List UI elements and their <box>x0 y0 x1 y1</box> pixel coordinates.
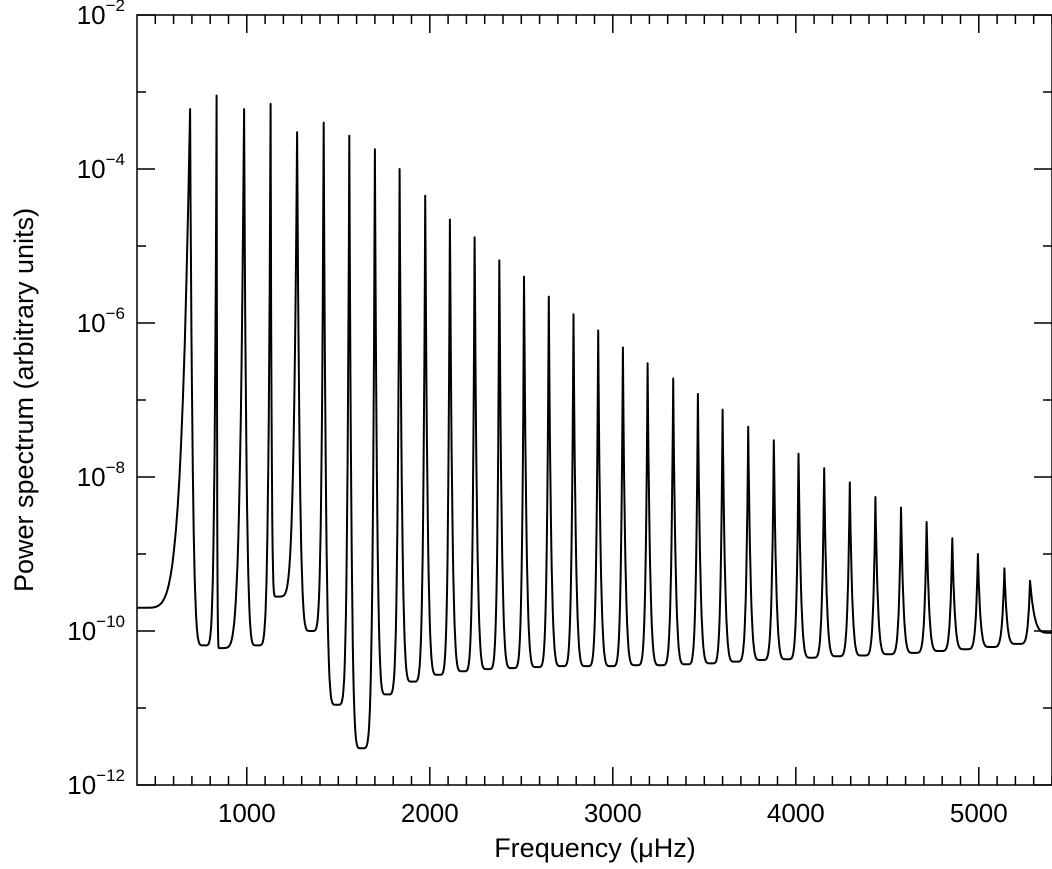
x-tick-label: 2000 <box>401 798 459 828</box>
svg-text:10−6: 10−6 <box>77 304 125 338</box>
svg-text:10−12: 10−12 <box>67 766 125 800</box>
y-axis-title: Power spectrum (arbitrary units) <box>9 208 39 592</box>
y-tick-label: 10−6 <box>77 304 125 338</box>
svg-text:10−4: 10−4 <box>77 150 125 184</box>
x-axis-title: Frequency (μHz) <box>494 833 696 863</box>
y-tick-label: 10−12 <box>67 766 125 800</box>
axis-ticks <box>137 14 1052 786</box>
y-tick-labels: 10−2 10−4 10−6 10−8 10−10 10−12 <box>67 0 125 800</box>
y-tick-label: 10−2 <box>77 0 125 30</box>
plot-frame <box>136 14 1052 786</box>
svg-text:10−2: 10−2 <box>77 0 125 30</box>
x-tick-labels: 1000 2000 3000 4000 5000 <box>218 798 1008 828</box>
y-tick-label: 10−8 <box>77 458 125 492</box>
svg-text:10−8: 10−8 <box>77 458 125 492</box>
x-tick-label: 3000 <box>584 798 642 828</box>
y-tick-label: 10−4 <box>77 150 125 184</box>
spectrum-line <box>137 94 1052 750</box>
y-tick-label: 10−10 <box>67 612 125 646</box>
x-tick-label: 5000 <box>950 798 1008 828</box>
x-tick-label: 4000 <box>767 798 825 828</box>
svg-text:10−10: 10−10 <box>67 612 125 646</box>
x-tick-label: 1000 <box>218 798 276 828</box>
